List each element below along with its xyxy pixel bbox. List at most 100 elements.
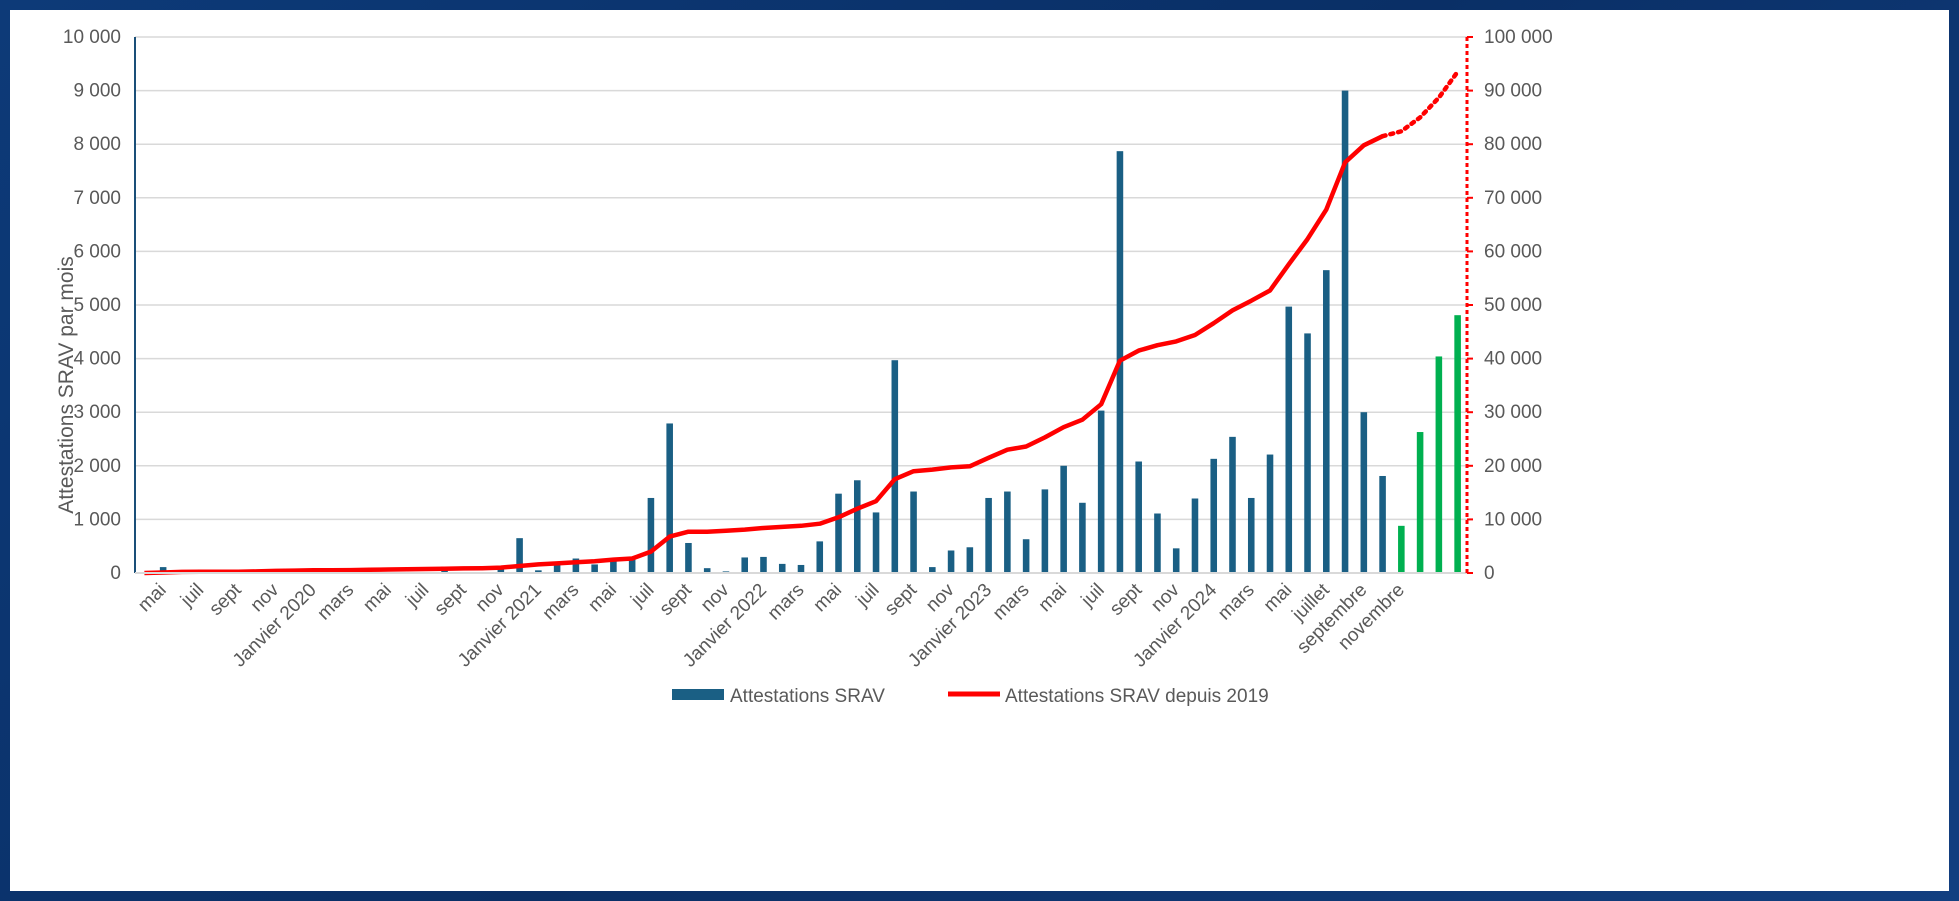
- bar: [1266, 454, 1274, 573]
- y2-tick-label: 70 000: [1484, 188, 1542, 209]
- bar: [1229, 436, 1236, 573]
- x-tick-label: sept: [431, 579, 472, 620]
- bar: [947, 550, 955, 573]
- bar: [1022, 539, 1030, 573]
- bar: [1060, 465, 1067, 573]
- bar: [1210, 458, 1218, 573]
- bar: [1323, 270, 1330, 573]
- y2-tick-label: 90 000: [1484, 81, 1542, 102]
- bar: [1247, 497, 1255, 573]
- bar: [703, 568, 711, 573]
- x-tick-label: mai: [584, 580, 621, 617]
- y2-tick-label: 30 000: [1484, 402, 1542, 423]
- bar: [891, 360, 899, 573]
- y-tick-label: 5 000: [73, 295, 121, 316]
- bar: [872, 512, 880, 573]
- x-tick-label: juil: [852, 580, 884, 612]
- forecast-bar: [1416, 432, 1424, 573]
- bar: [1097, 410, 1105, 573]
- x-tick-label: mars: [539, 580, 584, 625]
- bar: [685, 542, 692, 573]
- x-tick-label: mai: [134, 580, 171, 617]
- bar: [835, 493, 842, 573]
- bar: [1285, 306, 1293, 573]
- y-tick-label: 3 000: [73, 402, 121, 423]
- x-tick-label: mars: [1214, 580, 1259, 625]
- y2-tick-label: 50 000: [1484, 295, 1542, 316]
- y-tick-label: 6 000: [73, 241, 121, 262]
- y2-tick-label: 80 000: [1484, 134, 1542, 155]
- x-tick-label: mai: [1035, 580, 1072, 617]
- bar: [853, 480, 861, 573]
- y-tick-label: 2 000: [73, 456, 121, 477]
- y2-tick-label: 0: [1484, 563, 1495, 584]
- x-tick-label: mars: [764, 580, 809, 625]
- bar: [816, 541, 824, 573]
- bar: [1172, 548, 1180, 573]
- x-tick-label: mars: [989, 580, 1034, 625]
- y-tick-label: 7 000: [73, 188, 121, 209]
- bar: [628, 559, 636, 573]
- x-tick-label: juil: [1077, 580, 1109, 612]
- y-tick-label: 10 000: [63, 27, 121, 48]
- y-axis-label: Attestations SRAV par mois: [55, 256, 78, 514]
- bar: [966, 547, 974, 573]
- y-axis-ticks: 0 1 000 2 000 3 000 4 000 5 000 6 000 7 000 8 00…: [63, 27, 121, 584]
- x-tick-label: juil: [626, 580, 658, 612]
- forecast-bar: [1435, 356, 1443, 573]
- x-tick-label: juil: [401, 580, 433, 612]
- y-tick-label: 8 000: [73, 134, 121, 155]
- forecast-bar: [1398, 525, 1405, 573]
- x-tick-label: mai: [810, 580, 847, 617]
- y-tick-label: 1 000: [73, 509, 121, 530]
- bar: [1041, 489, 1049, 573]
- bar: [1191, 498, 1199, 573]
- chart-panel: 0 1 000 2 000 3 000 4 000 5 000 6 000 7 000 8 00…: [10, 10, 1949, 891]
- bar: [610, 560, 617, 573]
- legend-label-bars: Attestations SRAV: [730, 686, 885, 707]
- bar: [1360, 412, 1368, 573]
- bar: [910, 491, 917, 573]
- bar: [553, 563, 561, 573]
- bar: [497, 568, 505, 573]
- bar: [1154, 513, 1161, 573]
- bar: [778, 563, 786, 573]
- x-tick-label: juil: [176, 580, 208, 612]
- bar: [516, 538, 523, 573]
- bar: [1079, 502, 1086, 573]
- bar: [1304, 333, 1311, 573]
- bar: [1135, 461, 1142, 573]
- bar: [741, 557, 749, 573]
- bars-series: [141, 90, 1386, 573]
- bar: [1004, 491, 1011, 573]
- bar: [929, 567, 936, 573]
- bar: [535, 570, 542, 573]
- legend-swatch-bars: [672, 689, 724, 700]
- y2-tick-label: 60 000: [1484, 241, 1542, 262]
- bar: [666, 423, 673, 573]
- cumulative-line: [144, 134, 1384, 576]
- y2-tick-label: 10 000: [1484, 509, 1542, 530]
- x-tick-label: sept: [1106, 579, 1147, 620]
- legend-label-line: Attestations SRAV depuis 2019: [1005, 686, 1269, 707]
- bar: [159, 567, 167, 573]
- x-tick-label: sept: [656, 579, 697, 620]
- cumulative-forecast-line: [1380, 69, 1460, 139]
- bar: [572, 558, 580, 573]
- bar: [1379, 475, 1386, 573]
- x-tick-label: mai: [359, 580, 396, 617]
- y2-tick-label: 20 000: [1484, 456, 1542, 477]
- y2-axis-ticks: 0 10 000 20 000 30 000 40 000 50 000 60 000 70 …: [1467, 27, 1553, 584]
- bar: [591, 564, 598, 573]
- legend: Attestations SRAV Attestations SRAV depu…: [672, 686, 1269, 707]
- bar: [760, 556, 767, 573]
- y-tick-label: 9 000: [73, 81, 121, 102]
- bar: [797, 564, 805, 573]
- x-tick-label: mars: [314, 580, 359, 625]
- y2-tick-label: 100 000: [1484, 27, 1553, 48]
- bar: [985, 497, 992, 573]
- gridlines: [135, 36, 1467, 521]
- y-tick-label: 0: [110, 563, 121, 584]
- bar: [1341, 90, 1349, 573]
